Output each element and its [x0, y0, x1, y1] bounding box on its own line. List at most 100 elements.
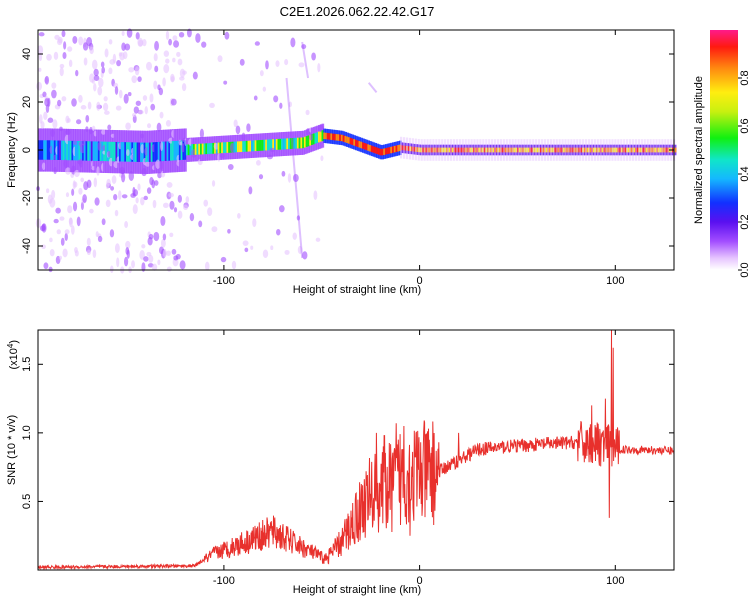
spectrogram-core	[483, 147, 487, 153]
spectrogram-speckle	[139, 249, 145, 260]
spectrogram-speckle	[227, 163, 234, 171]
spectrogram-speckle	[67, 205, 73, 214]
spectrogram-halo	[579, 139, 582, 161]
spectrogram-speckle	[50, 129, 55, 137]
spectrogram-core	[337, 134, 341, 141]
spectrogram-speckle	[64, 232, 68, 241]
spectrogram-core	[238, 141, 242, 153]
spectrogram-speckle	[114, 243, 120, 254]
spectrogram-speckle	[144, 106, 148, 115]
spectrogram-speckle	[162, 77, 166, 87]
spectrogram-speckle	[114, 86, 119, 95]
y-tick-label: -20	[21, 190, 33, 206]
spectrogram-halo	[441, 139, 444, 161]
spectrogram-speckle	[150, 103, 156, 111]
spectrogram-core	[115, 141, 119, 162]
spectrogram-speckle	[153, 53, 158, 62]
spectrogram-halo	[446, 139, 450, 161]
spectrogram-halo	[414, 138, 417, 161]
spectrogram-speckle	[51, 189, 56, 200]
spectrogram-speckle	[315, 237, 321, 242]
spectrogram-halo	[411, 138, 414, 160]
spectrogram-core	[226, 142, 230, 153]
snr-x-ticks: -100 0 100	[213, 330, 624, 587]
spectrogram-core	[258, 140, 261, 151]
spectrogram-core	[166, 141, 170, 161]
spectrogram-speckle	[124, 221, 129, 228]
spectrogram-speckle	[106, 178, 111, 187]
spectrogram-speckle	[86, 179, 92, 189]
spectrogram-speckle	[103, 96, 108, 102]
spectrogram-speckle	[154, 40, 159, 51]
spectrogram-core	[261, 139, 265, 151]
spectrogram-core	[117, 141, 120, 162]
spectrogram-core	[650, 147, 654, 153]
spectrogram-core	[274, 139, 277, 150]
snr-multiplier: (x104)	[6, 340, 20, 370]
spectrogram-speckle	[111, 175, 117, 184]
spectrogram-speckle	[131, 260, 135, 269]
spectrogram-speckle	[179, 260, 186, 270]
spectrogram-core	[45, 140, 48, 160]
spectrogram-streak	[301, 41, 310, 79]
spectrogram-halo	[593, 139, 596, 161]
spectrogram-halo	[438, 139, 441, 161]
snr-plot-area	[38, 330, 674, 570]
spectrogram-core	[383, 148, 386, 155]
spectrogram-speckle	[296, 215, 301, 221]
spectrogram-speckle	[182, 70, 187, 75]
spectrogram-core	[448, 147, 451, 153]
spectrogram-core	[282, 138, 286, 150]
spectrogram-core	[296, 137, 300, 149]
spectrogram-core	[124, 142, 127, 162]
spectrogram-speckle	[262, 86, 267, 92]
spectrogram-halo	[667, 139, 670, 161]
spectrogram-halo	[640, 139, 643, 161]
spectrogram-speckle	[115, 105, 122, 111]
spectrogram-speckle	[171, 248, 177, 255]
spectrogram-speckle	[169, 232, 174, 238]
spectrogram-speckle	[170, 98, 177, 106]
colorbar-ticks: 0.0 0.2 0.4 0.6 0.8	[738, 70, 750, 278]
spectrogram-core	[43, 140, 46, 160]
spectrogram-core	[184, 140, 187, 160]
spectrogram-speckle	[223, 80, 228, 85]
spectrogram-speckle	[105, 199, 111, 208]
spectrogram-core	[113, 141, 117, 162]
spectrogram-core	[154, 142, 157, 162]
figure-title: C2E1.2026.062.22.42.G17	[280, 4, 435, 19]
spectrogram-speckle	[143, 256, 149, 262]
spectrogram-core	[101, 141, 105, 162]
spectrogram-speckle	[68, 59, 73, 68]
spectrogram-speckle	[70, 225, 75, 235]
spectrogram-speckle	[51, 89, 57, 99]
spectrogram-core	[189, 144, 193, 156]
spectrogram-speckle	[76, 216, 81, 227]
spectrogram-core	[305, 136, 309, 147]
spectrogram-speckle	[250, 245, 254, 250]
spectrogram-core	[203, 143, 207, 155]
spectrogram-speckle	[140, 143, 145, 154]
spectrogram-speckle	[124, 43, 131, 51]
spectrogram-speckle	[149, 93, 154, 103]
spectrogram-speckle	[96, 101, 101, 111]
spectrogram-speckle	[89, 208, 94, 214]
spectrogram-speckle	[173, 40, 180, 48]
spectrogram-core	[233, 141, 237, 153]
spectrogram-core	[268, 139, 272, 151]
spectrogram-halo	[558, 139, 561, 161]
spectrogram-halo	[611, 139, 614, 161]
spectrogram-halo	[564, 139, 567, 161]
spectrogram-halo	[473, 139, 476, 161]
spectrogram-halo	[435, 139, 438, 161]
spectrogram-halo	[573, 139, 576, 161]
spectrogram-halo	[499, 139, 503, 161]
spectrogram-speckle	[104, 110, 110, 115]
spectrogram-speckle	[131, 113, 137, 118]
spectrogram-core	[312, 133, 316, 145]
spectrogram-halo	[634, 139, 638, 161]
spectrogram-speckle	[273, 95, 279, 103]
spectrogram-core	[97, 141, 101, 161]
spectrogram-speckle	[298, 62, 305, 68]
spectrogram-speckle	[121, 172, 126, 183]
